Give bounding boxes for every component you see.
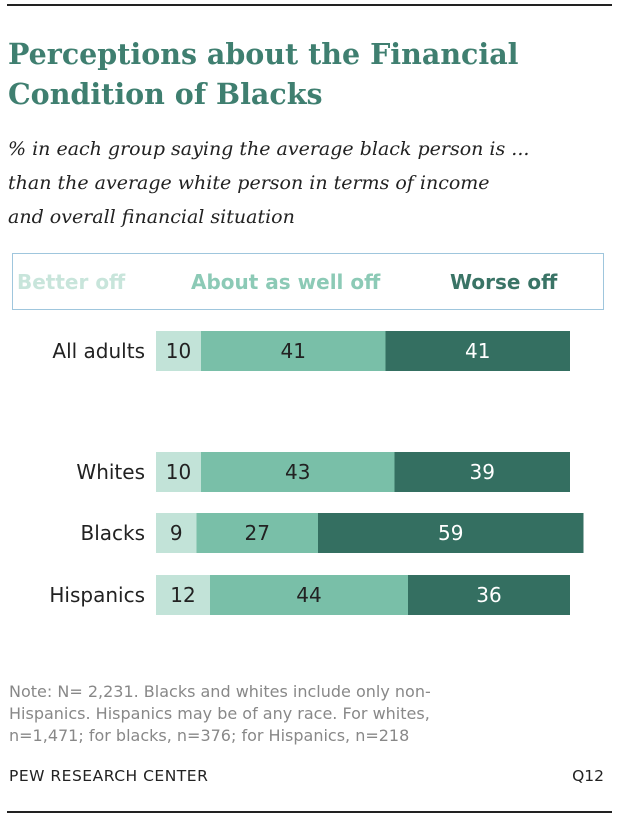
data-label: 27 [245, 521, 270, 545]
bar-segment [408, 575, 570, 615]
data-label: 39 [470, 460, 495, 484]
bottom-rule [7, 811, 612, 813]
legend-worse-off: Worse off [450, 270, 558, 294]
data-label: 59 [438, 521, 463, 545]
bar-segment [201, 452, 395, 492]
data-label: 36 [476, 583, 501, 607]
bar-segment [156, 331, 201, 371]
bar-segment [156, 452, 201, 492]
data-label: 12 [170, 583, 195, 607]
category-label: Whites [76, 460, 145, 484]
bar-segment [196, 513, 318, 553]
chart-title: Perceptions about the Financial Conditio… [8, 37, 519, 111]
category-label: Hispanics [49, 583, 145, 607]
category-label: Blacks [80, 521, 145, 545]
bar-segment [156, 575, 210, 615]
data-label: 41 [281, 339, 306, 363]
data-label: 41 [465, 339, 490, 363]
chart-subtitle: % in each group saying the average black… [8, 132, 616, 234]
category-label: All adults [52, 339, 145, 363]
question-number: Q12 [572, 767, 604, 785]
data-label: 44 [296, 583, 321, 607]
data-label: 43 [285, 460, 310, 484]
bar-segment [394, 452, 570, 492]
bar-segment [201, 331, 386, 371]
bar-segment [156, 513, 197, 553]
note-line: Hispanics. Hispanics may be of any race.… [9, 704, 430, 723]
data-label: 10 [166, 339, 191, 363]
bar-segment [318, 513, 584, 553]
bar-segment [385, 331, 570, 371]
note-line: Note: N= 2,231. Blacks and whites includ… [9, 682, 431, 701]
legend-better-off: Better off [17, 270, 126, 294]
bar-segment [210, 575, 408, 615]
note-line: n=1,471; for blacks, n=376; for Hispanic… [9, 726, 410, 745]
legend: Better off About as well off Worse off [12, 253, 604, 310]
subtitle-line: % in each group saying the average black… [8, 138, 530, 160]
data-label: 10 [166, 460, 191, 484]
data-label: 9 [170, 521, 183, 545]
note: Note: N= 2,231. Blacks and whites includ… [9, 681, 599, 747]
source-label: PEW RESEARCH CENTER [9, 767, 209, 785]
subtitle-line: and overall financial situation [8, 206, 295, 228]
subtitle-line: than the average white person in terms o… [8, 172, 490, 194]
legend-about-as-well-off: About as well off [191, 270, 381, 294]
top-rule [7, 4, 612, 6]
